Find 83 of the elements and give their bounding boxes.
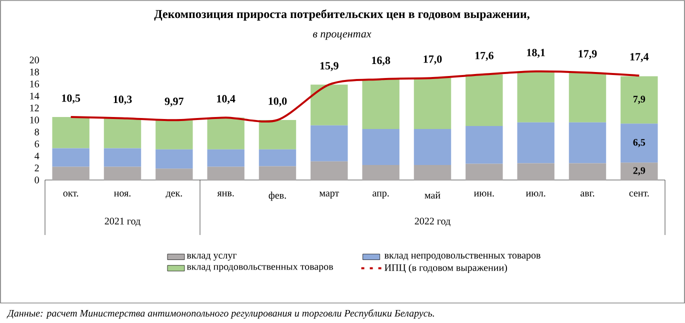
data-label: 17,0 (424, 55, 442, 64)
bar (517, 71, 554, 122)
data-label: 9,97 (164, 98, 184, 107)
bar (568, 122, 606, 164)
x-tick-label: фев. (268, 192, 286, 201)
data-label: 6,5 (633, 139, 646, 148)
x-tick-label: май (424, 192, 440, 199)
bar (517, 122, 554, 164)
legend-label: вклад продовольственных товаров (186, 265, 333, 272)
data-label: 10,3 (114, 96, 132, 105)
data-label: 17,9 (578, 50, 597, 60)
y-tick-label: 18 (30, 68, 39, 76)
data-label: 2,9 (633, 167, 646, 176)
data-label: 10,4 (217, 95, 236, 104)
y-tick-label: 8 (34, 128, 39, 136)
bar (466, 74, 503, 126)
bar (52, 148, 90, 167)
bar (207, 118, 244, 150)
y-tick-label: 10 (30, 116, 39, 124)
bar (620, 124, 658, 163)
x-tick-label: дек. (166, 192, 182, 198)
text: 2022 год (414, 218, 450, 226)
bar (568, 72, 606, 122)
bar (414, 165, 452, 180)
x-tick-label: июн. (474, 192, 494, 197)
bar (466, 126, 503, 164)
bar (52, 166, 90, 180)
y-tick-label: 2 (34, 164, 39, 172)
data-label: 17,6 (475, 52, 494, 61)
bar (466, 164, 503, 180)
bar (310, 84, 348, 126)
legend-label: вклад непродовольственных товаров (384, 254, 540, 261)
text: Данные: расчет Министерства антимонопольного регулирования и торговли Республики Беларусь. (6, 309, 434, 319)
bar (207, 166, 244, 180)
bar (310, 125, 348, 162)
data-label: 10,0 (268, 97, 287, 106)
bar (104, 118, 142, 148)
y-tick-label: 20 (30, 56, 39, 64)
bar (362, 129, 400, 165)
y-tick-label: 12 (30, 104, 39, 112)
bar (620, 76, 658, 124)
y-tick-label: 4 (34, 152, 40, 160)
bar (104, 148, 142, 167)
chart-subtitle: в процентах (313, 32, 372, 40)
bar (207, 149, 244, 167)
bar (362, 165, 400, 180)
bar (258, 120, 296, 150)
data-label: 17,4 (630, 53, 649, 62)
bar (258, 166, 296, 180)
x-tick-label: март (319, 192, 339, 198)
x-tick-label: апр. (372, 192, 389, 198)
x-tick-label: окт. (63, 192, 78, 197)
bar (156, 120, 193, 150)
x-tick-label: авг. (580, 192, 594, 196)
bar (52, 117, 90, 148)
legend-label: вклад услуг (186, 254, 237, 261)
data-label: 16,8 (372, 56, 390, 66)
bar (104, 166, 142, 180)
data-label: 10,5 (62, 94, 80, 104)
x-tick-label: июл. (526, 192, 546, 197)
chart-title: Декомпозиция прироста потребительских цен в годовом выражении, (154, 9, 530, 21)
x-tick-label: сент. (629, 192, 649, 197)
data-label: 18,1 (527, 48, 545, 58)
bar (156, 149, 193, 169)
bar (620, 162, 658, 180)
x-tick-label: ноя. (114, 192, 130, 197)
bar (568, 163, 606, 180)
y-tick-label: 0 (34, 176, 39, 184)
y-tick-label: 16 (30, 80, 40, 88)
bar (156, 168, 193, 180)
y-tick-label: 14 (30, 92, 40, 100)
bar (414, 78, 452, 129)
bar (517, 163, 554, 180)
text: 2021 год (104, 218, 140, 226)
bar (362, 79, 400, 129)
data-label: 7,9 (634, 96, 646, 104)
x-tick-label: янв. (217, 192, 234, 196)
bar (414, 129, 452, 165)
legend-label: ИПЦ (в годовом выражении) (384, 264, 507, 274)
bar (258, 149, 296, 166)
data-label: 15,9 (320, 62, 338, 72)
bar (310, 161, 348, 180)
y-tick-label: 6 (34, 140, 40, 148)
